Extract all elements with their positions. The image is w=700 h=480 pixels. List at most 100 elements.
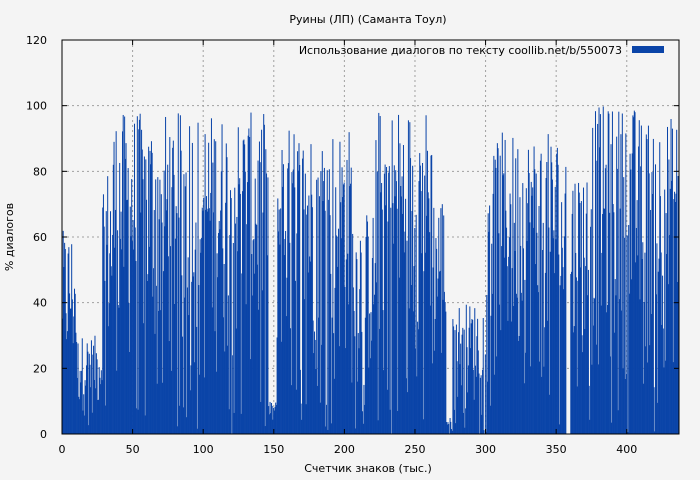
bar bbox=[455, 324, 457, 434]
bar bbox=[606, 305, 608, 434]
bar bbox=[129, 206, 131, 434]
bar bbox=[542, 222, 544, 434]
bar bbox=[189, 126, 191, 435]
bar bbox=[522, 183, 524, 434]
bar bbox=[341, 167, 343, 434]
bar bbox=[616, 136, 618, 434]
bar bbox=[503, 173, 505, 435]
bar bbox=[180, 150, 182, 435]
bar bbox=[327, 429, 329, 434]
bar bbox=[449, 418, 451, 434]
bar bbox=[115, 131, 117, 434]
bar bbox=[82, 410, 84, 434]
bar bbox=[125, 143, 127, 434]
bar bbox=[526, 241, 528, 434]
bar bbox=[607, 111, 609, 435]
bar bbox=[328, 199, 330, 434]
bar bbox=[539, 361, 541, 434]
bar bbox=[330, 423, 332, 434]
bar bbox=[113, 141, 115, 434]
bar bbox=[164, 226, 166, 434]
bar bbox=[625, 133, 627, 435]
bar bbox=[249, 137, 251, 435]
bar bbox=[427, 192, 429, 434]
bar bbox=[396, 208, 398, 434]
bar bbox=[520, 245, 522, 434]
y-tick-label: 100 bbox=[26, 100, 47, 113]
bar bbox=[528, 173, 530, 434]
bar bbox=[390, 207, 392, 434]
bar bbox=[216, 253, 218, 434]
bar bbox=[486, 381, 488, 434]
bar bbox=[421, 253, 423, 434]
bar bbox=[312, 320, 314, 434]
bar bbox=[288, 130, 290, 434]
bar bbox=[650, 209, 652, 434]
axes: 0 20 40 60 80 100 120 0 50 100 150 200 250 300 350 400 bbox=[26, 34, 680, 456]
bar bbox=[242, 191, 244, 434]
bar bbox=[575, 252, 577, 434]
bar bbox=[502, 175, 504, 434]
bar bbox=[436, 248, 438, 434]
bar bbox=[106, 244, 108, 434]
bar bbox=[415, 214, 417, 434]
bar bbox=[333, 378, 335, 434]
bar bbox=[195, 222, 197, 434]
bar bbox=[527, 203, 529, 434]
bar bbox=[398, 277, 400, 434]
bar bbox=[350, 183, 352, 434]
bar bbox=[382, 310, 384, 434]
bar bbox=[555, 239, 557, 434]
bar bbox=[290, 328, 292, 434]
bar bbox=[523, 383, 525, 434]
bar bbox=[81, 338, 83, 434]
bar bbox=[345, 348, 347, 434]
bar bbox=[162, 382, 164, 434]
bar bbox=[299, 164, 301, 434]
bar bbox=[384, 164, 386, 434]
bar bbox=[635, 227, 637, 434]
bar bbox=[640, 166, 642, 435]
bar bbox=[270, 402, 272, 434]
bar bbox=[333, 333, 335, 434]
bar bbox=[145, 159, 147, 434]
bar bbox=[604, 168, 606, 434]
bar bbox=[630, 169, 632, 434]
bar bbox=[431, 363, 433, 434]
bar bbox=[124, 158, 126, 434]
bar bbox=[253, 239, 255, 434]
bar bbox=[381, 182, 383, 434]
bar bbox=[194, 249, 196, 434]
bar bbox=[594, 298, 596, 434]
bar bbox=[111, 275, 113, 434]
bar bbox=[179, 115, 181, 434]
bar bbox=[339, 141, 341, 434]
bar bbox=[79, 370, 81, 434]
bar bbox=[400, 185, 402, 434]
bar bbox=[102, 207, 104, 434]
bar bbox=[295, 389, 297, 434]
bar bbox=[354, 428, 356, 434]
bar bbox=[189, 390, 191, 434]
bar bbox=[143, 323, 145, 434]
bar bbox=[532, 227, 534, 434]
bar bbox=[221, 124, 223, 434]
bar bbox=[176, 213, 178, 434]
bar bbox=[203, 197, 205, 434]
bar bbox=[127, 168, 129, 434]
bar bbox=[662, 275, 664, 434]
x-axis-label: Счетчик знаков (тыс.) bbox=[304, 462, 432, 475]
bar bbox=[446, 422, 448, 434]
bar bbox=[294, 280, 296, 434]
bar bbox=[252, 240, 254, 434]
bar bbox=[376, 282, 378, 434]
bar bbox=[509, 193, 511, 434]
bar bbox=[665, 213, 667, 434]
bar bbox=[263, 114, 265, 435]
bar bbox=[539, 160, 541, 434]
bar bbox=[246, 224, 248, 434]
bar bbox=[268, 406, 270, 434]
bar bbox=[306, 205, 308, 434]
bar bbox=[143, 156, 145, 434]
bar bbox=[340, 202, 342, 434]
